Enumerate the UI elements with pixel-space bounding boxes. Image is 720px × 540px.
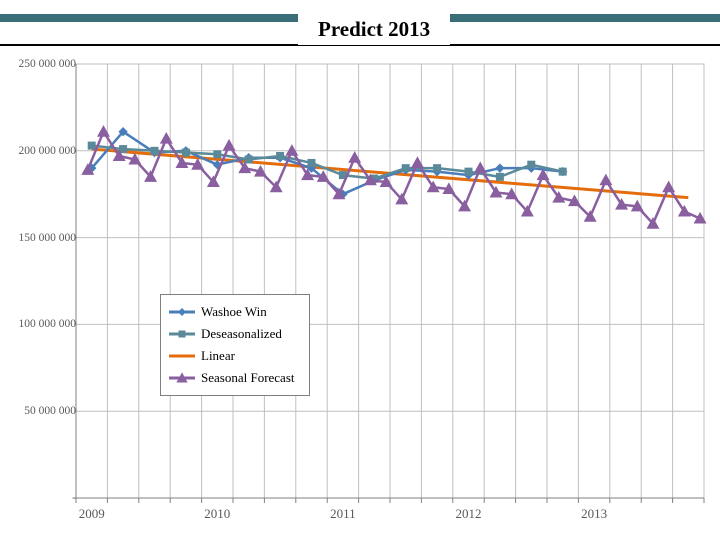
legend-swatch: [169, 326, 195, 342]
legend-item: Linear: [169, 345, 295, 367]
legend: Washoe Win Deseasonalized Linear Seasonal F…: [160, 294, 310, 396]
legend-label: Linear: [201, 348, 235, 364]
legend-item: Seasonal Forecast: [169, 367, 295, 389]
y-tick-label: 50 000 000: [24, 405, 76, 417]
y-tick-label: -: [72, 492, 76, 504]
x-tick-label: 2009: [79, 506, 105, 522]
slide: Predict 2013 - 50 000 000 100 000 000 150 0…: [0, 0, 720, 540]
x-tick-label: 2011: [330, 506, 356, 522]
x-tick-label: 2012: [456, 506, 482, 522]
chart: - 50 000 000 100 000 000 150 000 000 200 000…: [12, 58, 712, 528]
legend-item: Washoe Win: [169, 301, 295, 323]
x-tick-label: 2010: [204, 506, 230, 522]
legend-swatch: [169, 304, 195, 320]
slide-title: Predict 2013: [298, 14, 450, 45]
y-tick-label: 200 000 000: [19, 145, 77, 157]
y-tick-label: 250 000 000: [19, 58, 77, 70]
legend-swatch: [169, 370, 195, 386]
legend-label: Deseasonalized: [201, 326, 282, 342]
y-tick-label: 100 000 000: [19, 318, 77, 330]
chart-svg: [12, 58, 712, 528]
x-tick-label: 2013: [581, 506, 607, 522]
legend-swatch: [169, 348, 195, 364]
legend-item: Deseasonalized: [169, 323, 295, 345]
legend-label: Washoe Win: [201, 304, 267, 320]
legend-label: Seasonal Forecast: [201, 370, 295, 386]
y-tick-label: 150 000 000: [19, 232, 77, 244]
